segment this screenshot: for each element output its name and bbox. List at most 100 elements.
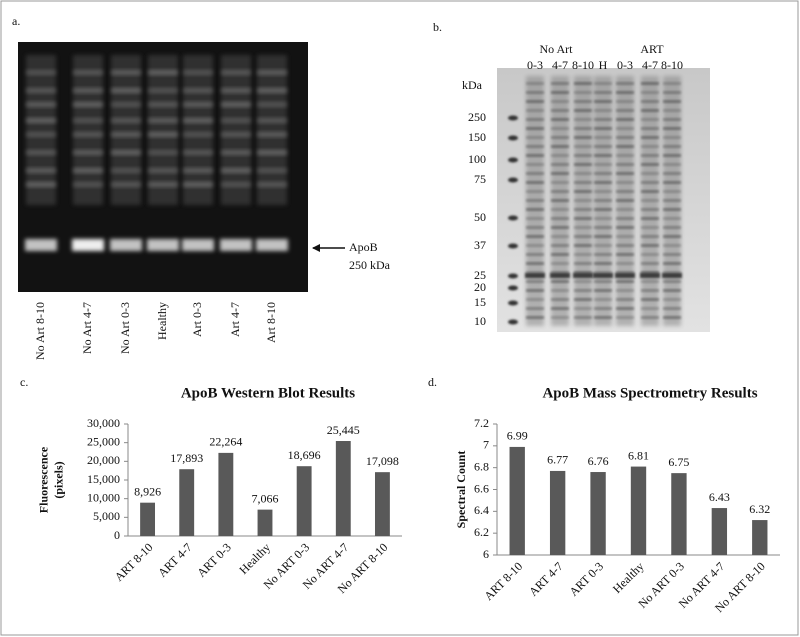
lane-label: Art 4-7 [228,302,242,337]
gel-band [526,172,544,175]
gel-band [221,168,251,173]
marker-label: 250 [468,110,486,124]
gel-band [526,154,544,157]
gel-band [594,298,612,301]
gel-band [640,273,660,278]
x-tick-label: ART 4-7 [155,540,195,580]
gel-band [641,145,659,148]
marker-band [508,177,518,183]
data-label: 6.32 [749,502,770,516]
gel-band [574,172,592,175]
marker-band [508,115,518,121]
gel-band [641,307,659,310]
gel-band [641,280,659,283]
gel-band [616,298,634,301]
lane-label: Art 0-3 [190,302,204,337]
marker-band [508,285,518,291]
gel-band [551,316,569,319]
gel-band [574,217,592,220]
gel-band [594,82,612,85]
gel-band [551,226,569,229]
gel-band [26,132,56,137]
gel-band [616,109,634,112]
gel-band [641,199,659,202]
gel-band [663,154,681,157]
gel-band [26,88,56,93]
gel-band [641,217,659,220]
gel-band [257,150,287,155]
gel-band [551,271,569,274]
marker-band [508,319,518,325]
gel-band [663,82,681,85]
gel-band [148,88,178,93]
gel-band [221,70,251,75]
gel-band [73,88,103,93]
gel-band [616,163,634,166]
gel-band [526,118,544,121]
gel-band [526,253,544,256]
gel-band [526,307,544,310]
y-tick-label: 30,000 [87,416,120,430]
gel-band [594,226,612,229]
gel-band [663,253,681,256]
gel-band [574,82,592,85]
gel-band [616,181,634,184]
y-tick-label: 7 [483,438,489,452]
gel-band [183,88,213,93]
y-tick-label: 15,000 [87,472,120,486]
gel-band [526,298,544,301]
gel-band [574,154,592,157]
annotation: ApoB [349,240,378,254]
lane-label: H [599,58,608,72]
marker-band [508,135,518,141]
gel-band [111,70,141,75]
gel-band [73,168,103,173]
gel-band [257,168,287,173]
gel-band [641,289,659,292]
lane-smear [221,55,251,205]
y-tick-label: 6.6 [474,481,489,495]
bar [374,472,390,536]
lane-label: Healthy [155,302,169,340]
gel-band [641,235,659,238]
gel-band [663,316,681,319]
gel-band [221,150,251,155]
chart-title: ApoB Mass Spectrometry Results [542,385,757,401]
gel-band [183,132,213,137]
gel-band [574,235,592,238]
gel-band [551,253,569,256]
data-label: 7,066 [252,491,279,505]
y-tick-label: 7.2 [474,416,489,430]
gel-band [616,91,634,94]
gel-band [526,127,544,130]
gel-band [616,217,634,220]
gel-band [551,145,569,148]
marker-label: 10 [474,314,486,328]
gel-band [574,109,592,112]
gel-band [25,239,57,251]
gel-band [148,70,178,75]
gel-band [574,181,592,184]
gel-band [73,70,103,75]
bar [335,441,351,536]
x-tick-label: Healthy [236,540,273,577]
gel-band [574,127,592,130]
gel-band [551,136,569,139]
gel-band [594,235,612,238]
gel-band [257,88,287,93]
lane-smear [257,55,287,205]
gel-band [73,182,103,187]
gel-band [616,235,634,238]
gel-band [663,289,681,292]
gel-band [663,181,681,184]
gel-band [616,307,634,310]
lane-smear [148,55,178,205]
gel-band [641,91,659,94]
bar [590,472,606,555]
gel-band [641,172,659,175]
gel-band [594,271,612,274]
gel-band [526,145,544,148]
bar [257,509,273,536]
gel-band [73,150,103,155]
gel-band [574,280,592,283]
